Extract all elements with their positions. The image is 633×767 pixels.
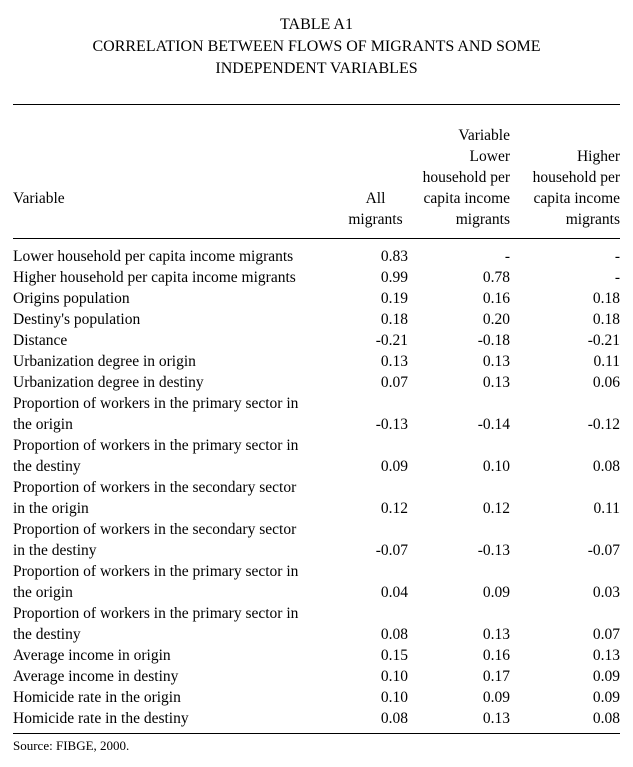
correlation-table: Variable All migrants Variable Lower hou…	[13, 104, 620, 734]
row-value-lower-income: 0.16	[482, 647, 510, 664]
row-value-lower-income: 0.13	[482, 710, 510, 727]
table-row: Proportion of workers in the primary sec…	[13, 561, 620, 603]
row-value-higher-income: 0.03	[592, 584, 620, 601]
table-row: Proportion of workers in the secondary s…	[13, 477, 620, 519]
table-row: Proportion of workers in the primary sec…	[13, 603, 620, 645]
row-value-higher-income: 0.11	[593, 500, 620, 517]
row-value-higher-income: -	[614, 269, 620, 286]
row-value-all-migrants: 0.04	[380, 584, 408, 601]
row-label: Proportion of workers in the primary sec…	[13, 437, 299, 475]
row-label: Proportion of workers in the primary sec…	[13, 395, 299, 433]
row-value-higher-income: -0.21	[587, 332, 620, 349]
row-value-higher-income: 0.11	[593, 353, 620, 370]
row-value-all-migrants: 0.19	[380, 290, 408, 307]
header-row: Variable All migrants Variable Lower hou…	[13, 104, 620, 239]
row-value-all-migrants: -0.21	[375, 332, 408, 349]
table-row: Homicide rate in the destiny 0.08 0.13 0.08	[13, 708, 620, 734]
row-value-lower-income: 0.09	[482, 584, 510, 601]
row-value-higher-income: -	[614, 248, 620, 265]
table-number: TABLE A1	[280, 16, 353, 33]
row-value-lower-income: 0.13	[482, 353, 510, 370]
row-value-lower-income: -0.13	[477, 542, 510, 559]
row-value-higher-income: 0.06	[592, 374, 620, 391]
row-value-all-migrants: 0.09	[380, 458, 408, 475]
row-value-all-migrants: 0.08	[380, 710, 408, 727]
row-label: Proportion of workers in the primary sec…	[13, 605, 299, 643]
row-label: Proportion of workers in the secondary s…	[13, 521, 297, 559]
row-label: Lower household per capita income migran…	[13, 248, 294, 265]
row-value-lower-income: -	[504, 248, 510, 265]
row-value-all-migrants: 0.10	[380, 689, 408, 706]
row-value-lower-income: 0.16	[482, 290, 510, 307]
row-label: Higher household per capita income migra…	[13, 269, 296, 286]
row-label: Proportion of workers in the secondary s…	[13, 479, 297, 517]
table-row: Average income in origin 0.15 0.16 0.13	[13, 645, 620, 666]
row-value-lower-income: 0.78	[482, 269, 510, 286]
row-value-lower-income: 0.13	[482, 374, 510, 391]
row-value-higher-income: 0.09	[592, 689, 620, 706]
row-label: Distance	[13, 332, 68, 349]
table-body: Lower household per capita income migran…	[13, 239, 620, 734]
table-row: Proportion of workers in the primary sec…	[13, 435, 620, 477]
row-label: Homicide rate in the destiny	[13, 710, 189, 727]
source-note: Source: FIBGE, 2000.	[13, 738, 130, 753]
row-value-all-migrants: 0.08	[380, 626, 408, 643]
table-row: Proportion of workers in the primary sec…	[13, 393, 620, 435]
row-value-higher-income: 0.09	[592, 668, 620, 685]
row-value-higher-income: -0.12	[587, 416, 620, 433]
table-row: Proportion of workers in the secondary s…	[13, 519, 620, 561]
row-label: Average income in destiny	[13, 668, 179, 685]
row-value-higher-income: 0.08	[592, 458, 620, 475]
table-title-line1: CORRELATION BETWEEN FLOWS OF MIGRANTS AN…	[92, 38, 541, 55]
table-title: TABLE A1 CORRELATION BETWEEN FLOWS OF MI…	[13, 14, 620, 80]
column-header-lower-income-migrants: Variable Lower household per capita inco…	[408, 104, 510, 239]
row-value-all-migrants: 0.12	[380, 500, 408, 517]
row-label: Urbanization degree in destiny	[13, 374, 204, 391]
row-value-lower-income: -0.14	[477, 416, 510, 433]
row-value-all-migrants: 0.13	[380, 353, 408, 370]
row-value-lower-income: 0.13	[482, 626, 510, 643]
row-value-all-migrants: 0.07	[380, 374, 408, 391]
row-value-lower-income: -0.18	[477, 332, 510, 349]
row-label: Origins population	[13, 290, 130, 307]
row-value-higher-income: -0.07	[587, 542, 620, 559]
row-value-all-migrants: 0.18	[380, 311, 408, 328]
row-value-all-migrants: 0.99	[380, 269, 408, 286]
row-value-higher-income: 0.18	[592, 290, 620, 307]
table-row: Average income in destiny 0.10 0.17 0.09	[13, 666, 620, 687]
table-row: Distance -0.21 -0.18 -0.21	[13, 330, 620, 351]
row-value-lower-income: 0.09	[482, 689, 510, 706]
column-header-higher-income-migrants: Higher household per capita income migra…	[510, 104, 620, 239]
row-value-all-migrants: -0.07	[375, 542, 408, 559]
table-row: Lower household per capita income migran…	[13, 239, 620, 268]
row-value-higher-income: 0.13	[592, 647, 620, 664]
table-row: Destiny's population 0.18 0.20 0.18	[13, 309, 620, 330]
table-row: Origins population 0.19 0.16 0.18	[13, 288, 620, 309]
row-label: Homicide rate in the origin	[13, 689, 181, 706]
row-value-higher-income: 0.08	[592, 710, 620, 727]
table-title-line2: INDEPENDENT VARIABLES	[215, 60, 418, 77]
row-value-lower-income: 0.10	[482, 458, 510, 475]
row-value-all-migrants: -0.13	[375, 416, 408, 433]
row-label: Average income in origin	[13, 647, 171, 664]
table-row: Homicide rate in the origin 0.10 0.09 0.09	[13, 687, 620, 708]
row-value-lower-income: 0.17	[482, 668, 510, 685]
table-row: Higher household per capita income migra…	[13, 267, 620, 288]
table-header: Variable All migrants Variable Lower hou…	[13, 104, 620, 239]
row-value-all-migrants: 0.83	[380, 248, 408, 265]
row-value-all-migrants: 0.15	[380, 647, 408, 664]
column-header-variable: Variable	[13, 104, 343, 239]
row-value-lower-income: 0.20	[482, 311, 510, 328]
row-label: Urbanization degree in origin	[13, 353, 196, 370]
row-label: Destiny's population	[13, 311, 141, 328]
row-value-higher-income: 0.18	[592, 311, 620, 328]
row-value-all-migrants: 0.10	[380, 668, 408, 685]
table-row: Urbanization degree in origin 0.13 0.13 0.1…	[13, 351, 620, 372]
row-label: Proportion of workers in the primary sec…	[13, 563, 299, 601]
column-header-all-migrants: All migrants	[343, 104, 408, 239]
table-row: Urbanization degree in destiny 0.07 0.13 0.…	[13, 372, 620, 393]
row-value-higher-income: 0.07	[592, 626, 620, 643]
row-value-lower-income: 0.12	[482, 500, 510, 517]
